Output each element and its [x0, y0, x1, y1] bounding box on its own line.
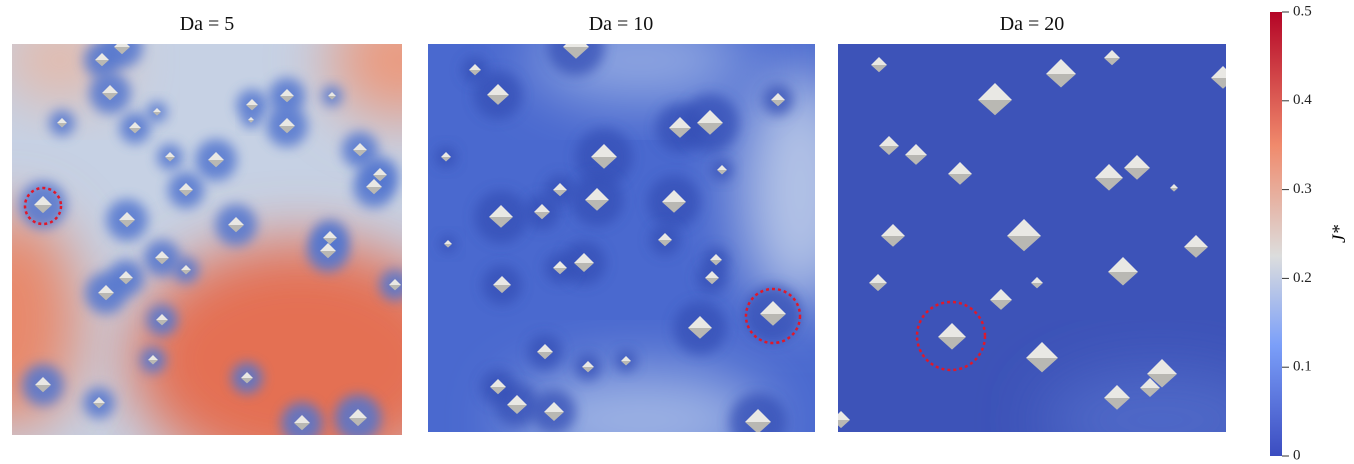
panel-field — [0, 0, 470, 464]
colorbar-tick-label: 0.1 — [1293, 359, 1312, 375]
colorbar-label: J* — [1329, 225, 1350, 243]
colorbar-tick-label: 0.5 — [1293, 3, 1312, 19]
particle — [563, 34, 589, 47]
particle — [114, 39, 130, 47]
figure: Da = 5 Da = 10 Da = 20 J* 0 0.1 0.2 0.3 0.4 0… — [0, 0, 1354, 464]
panel-field — [832, 44, 1280, 464]
panel-title: Da = 10 — [589, 13, 654, 35]
panel-title: Da = 20 — [1000, 13, 1065, 35]
panel-field — [428, 18, 860, 464]
colorbar-tick-label: 0 — [1293, 447, 1301, 463]
colorbar-tick-label: 0.3 — [1293, 181, 1312, 197]
panel-title: Da = 5 — [180, 13, 235, 35]
colorbar-tick-label: 0.4 — [1293, 92, 1312, 108]
colorbar — [1270, 12, 1282, 456]
colorbar-tick-label: 0.2 — [1293, 270, 1312, 286]
